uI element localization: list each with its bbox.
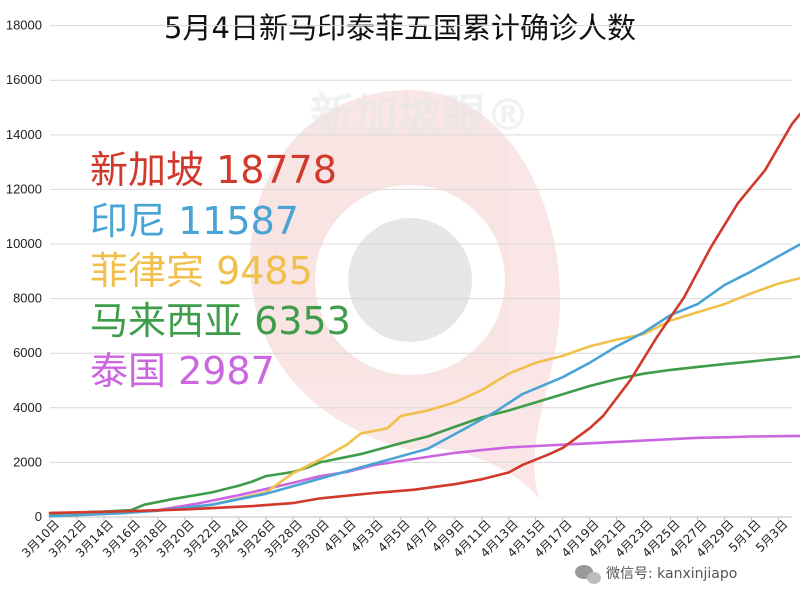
wechat-icon: [575, 565, 601, 584]
y-tick-label: 18000: [6, 18, 42, 33]
legend-item-thailand: 泰国 2987: [90, 349, 275, 393]
y-tick-label: 0: [35, 509, 42, 524]
series-lines: [48, 112, 800, 518]
y-tick-label: 6000: [13, 345, 42, 360]
chart-title: 5月4日新马印泰菲五国累计确诊人数: [164, 11, 636, 45]
watermark: [250, 90, 560, 500]
y-tick-label: 14000: [6, 127, 42, 142]
series-line-malaysia: [48, 355, 800, 515]
series-line-thailand: [48, 434, 800, 517]
series-line-indonesia: [48, 242, 800, 518]
y-tick-label: 8000: [13, 291, 42, 306]
legend-item-philippines: 菲律宾 9485: [90, 249, 313, 293]
legend-item-singapore: 新加坡 18778: [90, 148, 337, 192]
y-tick-label: 2000: [13, 454, 42, 469]
watermark-pin-icon: [250, 90, 560, 500]
legend-item-malaysia: 马来西亚 6353: [90, 299, 351, 343]
legend: 新加坡 18778 印尼 11587 菲律宾 9485 马来西亚 6353 泰国…: [90, 148, 351, 393]
wechat-id: 微信号: kanxinjiapo: [606, 566, 737, 582]
wechat-footer: 微信号: kanxinjiapo: [575, 565, 737, 584]
y-tick-label: 10000: [6, 236, 42, 251]
y-tick-label: 16000: [6, 72, 42, 87]
legend-item-indonesia: 印尼 11587: [90, 199, 299, 243]
y-axis: 0 2000 4000 6000 8000 10000 12000 14000 16000 180…: [6, 18, 42, 524]
watermark-text: 新加坡眼®: [310, 90, 530, 141]
series-line-singapore: [48, 112, 800, 515]
y-tick-label: 4000: [13, 400, 42, 415]
y-tick-label: 12000: [6, 181, 42, 196]
series-line-philippines: [48, 276, 800, 518]
x-axis: 3月10日3月12日3月14日3月16日3月18日3月20日3月22日3月24日…: [19, 516, 792, 560]
